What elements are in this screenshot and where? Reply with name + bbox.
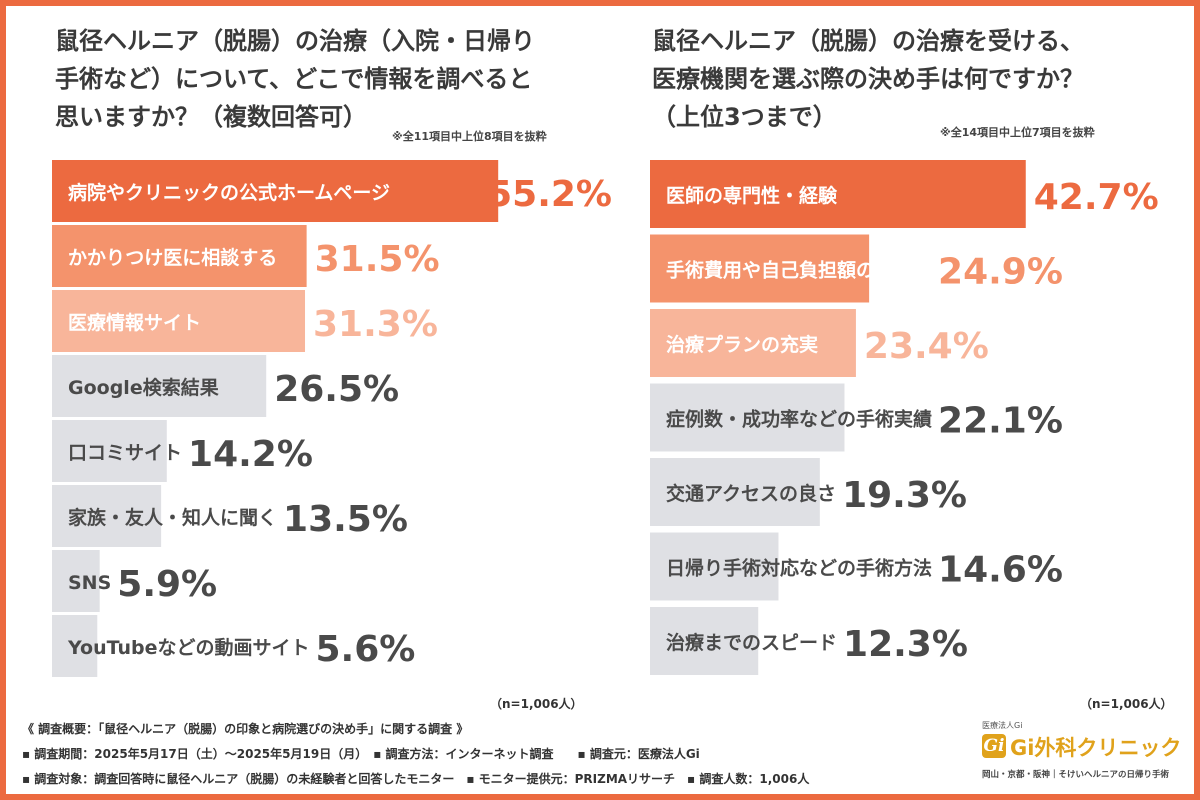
chart-2-bars: 医師の専門性・経験 42.7% 手術費用や自己負担額の明確さ 24.9% 治療プランの充… xyxy=(650,160,1159,675)
chart-1-bar-7 xyxy=(52,550,100,612)
chart-1-category-label-7: SNS xyxy=(68,572,111,594)
chart-1-value-label-5: 14.2% xyxy=(188,434,313,475)
chart-2-row-2: 手術費用や自己負担額の明確さ 24.9% xyxy=(650,234,1063,303)
chart-1-bar-3 xyxy=(52,290,306,352)
chart-2-title: 鼠径ヘルニア（脱腸）の治療を受ける、 医療機関を選ぶ際の決め手は何ですか？ （上… xyxy=(652,27,1084,131)
chart-1-sample-size: （n=1,006人） xyxy=(490,697,583,711)
chart-1-bar-1 xyxy=(52,160,499,222)
chart-1-value-label-3: 31.3% xyxy=(313,304,438,345)
chart-1-bars: 病院やクリニックの公式ホームページ 55.2% かかりつけ医に相談する 31.5% 医療… xyxy=(52,160,612,677)
chart-1-bar-2 xyxy=(52,225,307,287)
clinic-logo: 医療法人Gi Gi Gi外科クリニック 岡山・京都・阪神｜そけいヘルニアの日帰り… xyxy=(982,720,1182,786)
chart-2-row-7: 治療までのスピード 12.3% xyxy=(650,607,968,675)
chart-2-bar-2 xyxy=(650,234,870,303)
chart-2-category-label-7: 治療までのスピード xyxy=(666,631,837,654)
chart-1-value-label-2: 31.5% xyxy=(315,239,440,280)
logo-org-name: 医療法人Gi xyxy=(982,721,1023,730)
chart-2-note: ※全14項目中上位7項目を抜粋 xyxy=(940,126,1095,139)
chart-1-row-7: SNS 5.9% xyxy=(52,550,217,612)
chart-2-bar-3 xyxy=(650,309,856,377)
chart-2-category-label-1: 医師の専門性・経験 xyxy=(666,184,838,207)
chart-1-value-label-8: 5.6% xyxy=(315,629,415,670)
chart-2-value-label-3: 23.4% xyxy=(864,326,989,367)
chart-2-row-5: 交通アクセスの良さ 19.3% xyxy=(650,458,967,526)
logo-mark-icon: Gi xyxy=(982,734,1006,758)
chart-1-bar-4 xyxy=(52,355,267,417)
chart-1-category-label-3: 医療情報サイト xyxy=(68,311,201,334)
chart-2-bar-5 xyxy=(650,458,820,526)
chart-1-row-3: 医療情報サイト 31.3% xyxy=(52,290,438,352)
chart-1-row-6: 家族・友人・知人に聞く 13.5% xyxy=(52,485,408,547)
chart-1-bar-5 xyxy=(52,420,167,482)
chart-1-row-8: YouTubeなどの動画サイト 5.6% xyxy=(52,615,415,677)
chart-2-row-6: 日帰り手術対応などの手術方法 14.6% xyxy=(650,532,1063,601)
chart-1-category-label-4: Google検索結果 xyxy=(68,376,219,399)
chart-2-row-1: 医師の専門性・経験 42.7% xyxy=(650,160,1159,228)
chart-2-category-label-2: 手術費用や自己負担額の明確さ xyxy=(666,259,932,282)
chart-2-row-3: 治療プランの充実 23.4% xyxy=(650,309,989,377)
chart-1-row-4: Google検索結果 26.5% xyxy=(52,355,399,417)
survey-details-row-2: ▪ 調査対象：調査回答時に鼠径ヘルニア（脱腸）の未経験者と回答したモニター ▪ … xyxy=(22,772,810,786)
chart-2-category-label-6: 日帰り手術対応などの手術方法 xyxy=(666,557,932,580)
survey-overview: 《 調査概要：「鼠径ヘルニア（脱腸）の印象と病院選びの決め手」に関する調査 》 xyxy=(22,722,469,736)
chart-2-row-4: 症例数・成功率などの手術実績 22.1% xyxy=(650,383,1063,452)
chart-1-bar-8 xyxy=(52,615,98,677)
chart-2-bar-7 xyxy=(650,607,759,675)
chart-2-bar-1 xyxy=(650,160,1026,228)
chart-1-value-label-7: 5.9% xyxy=(117,564,217,605)
chart-1-note: ※全11項目中上位8項目を抜粋 xyxy=(392,130,547,143)
chart-2-category-label-5: 交通アクセスの良さ xyxy=(666,482,836,505)
chart-2-bar-6 xyxy=(650,532,779,601)
chart-1-bar-6 xyxy=(52,485,162,547)
chart-1-value-label-6: 13.5% xyxy=(283,499,408,540)
survey-details-row-1: ▪ 調査期間：2025年5月17日（土）〜2025年5月19日（月） ▪ 調査方… xyxy=(22,747,700,761)
chart-2-value-label-5: 19.3% xyxy=(842,475,967,516)
chart-1-category-label-2: かかりつけ医に相談する xyxy=(68,246,277,269)
chart-1-value-label-1: 55.2% xyxy=(487,174,612,215)
chart-2-value-label-4: 22.1% xyxy=(938,401,1063,442)
chart-2-bar-4 xyxy=(650,383,845,452)
chart-1-title: 鼠径ヘルニア（脱腸）の治療（入院・日帰り 手術など）について、どこで情報を調べる… xyxy=(55,27,535,131)
chart-1-category-label-8: YouTubeなどの動画サイト xyxy=(67,637,309,659)
chart-2-value-label-6: 14.6% xyxy=(938,550,1063,591)
chart-2-category-label-3: 治療プランの充実 xyxy=(666,333,818,356)
chart-1-category-label-5: 口コミサイト xyxy=(68,442,182,464)
chart-1-row-2: かかりつけ医に相談する 31.5% xyxy=(52,225,440,287)
chart-2-sample-size: （n=1,006人） xyxy=(1080,697,1173,711)
chart-1-row-5: 口コミサイト 14.2% xyxy=(52,420,313,482)
chart-2-value-label-1: 42.7% xyxy=(1034,177,1159,218)
chart-2-value-label-2: 24.9% xyxy=(938,252,1063,293)
chart-1-category-label-6: 家族・友人・知人に聞く xyxy=(68,506,277,529)
chart-1-row-1: 病院やクリニックの公式ホームページ 55.2% xyxy=(52,160,612,222)
chart-1-value-label-4: 26.5% xyxy=(274,369,399,410)
chart-1-category-label-1: 病院やクリニックの公式ホームページ xyxy=(68,181,390,204)
chart-2-category-label-4: 症例数・成功率などの手術実績 xyxy=(666,408,932,431)
logo-tagline: 岡山・京都・阪神｜そけいヘルニアの日帰り手術 xyxy=(982,770,1170,780)
logo-clinic-name: Gi外科クリニック xyxy=(1010,736,1182,760)
chart-2-value-label-7: 12.3% xyxy=(843,624,968,665)
